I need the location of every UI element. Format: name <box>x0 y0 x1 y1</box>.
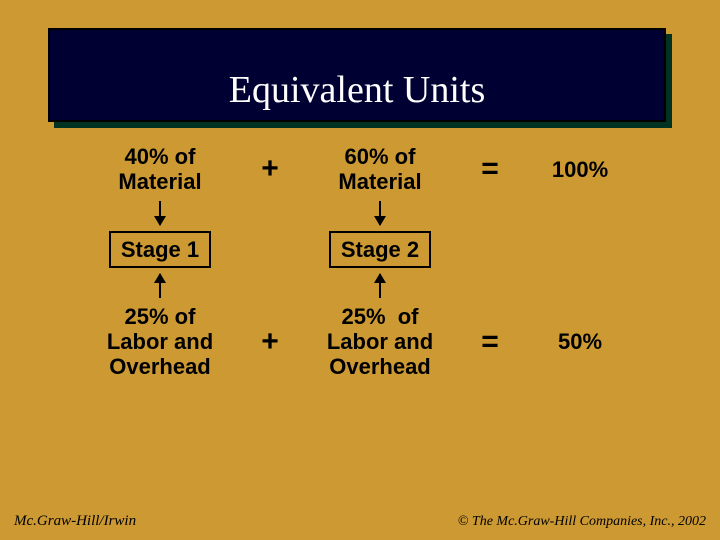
arrow-down-icon <box>379 201 381 225</box>
equals-operator: = <box>460 152 520 187</box>
arrow-down-row <box>40 201 680 225</box>
stage-1-box: Stage 1 <box>109 231 211 268</box>
labor-row: 25% ofLabor andOverhead + 25% ofLabor an… <box>40 304 680 380</box>
material-result: 100% <box>520 157 640 182</box>
diagram-grid: 40% ofMaterial + 60% ofMaterial = 100% S… <box>40 140 680 380</box>
labor-result: 50% <box>520 329 640 354</box>
arrow-up-icon <box>159 274 161 298</box>
page-title: Equivalent Units <box>229 68 485 112</box>
material-left: 40% ofMaterial <box>80 144 240 195</box>
title-container: Equivalent Units <box>48 28 672 128</box>
title-panel: Equivalent Units <box>48 28 666 122</box>
labor-mid: 25% ofLabor andOverhead <box>300 304 460 380</box>
labor-left: 25% ofLabor andOverhead <box>80 304 240 380</box>
stage-row: Stage 1 Stage 2 <box>40 231 680 268</box>
arrow-up-icon <box>379 274 381 298</box>
arrow-up-row <box>40 274 680 298</box>
material-mid: 60% ofMaterial <box>300 144 460 195</box>
material-row: 40% ofMaterial + 60% ofMaterial = 100% <box>40 144 680 195</box>
arrow-down-icon <box>159 201 161 225</box>
footer-right: © The Mc.Graw-Hill Companies, Inc., 2002 <box>458 514 706 530</box>
plus-operator: + <box>240 325 300 360</box>
plus-operator: + <box>240 152 300 187</box>
footer-left: Mc.Graw-Hill/Irwin <box>14 513 136 530</box>
stage-2-box: Stage 2 <box>329 231 431 268</box>
equals-operator: = <box>460 325 520 360</box>
